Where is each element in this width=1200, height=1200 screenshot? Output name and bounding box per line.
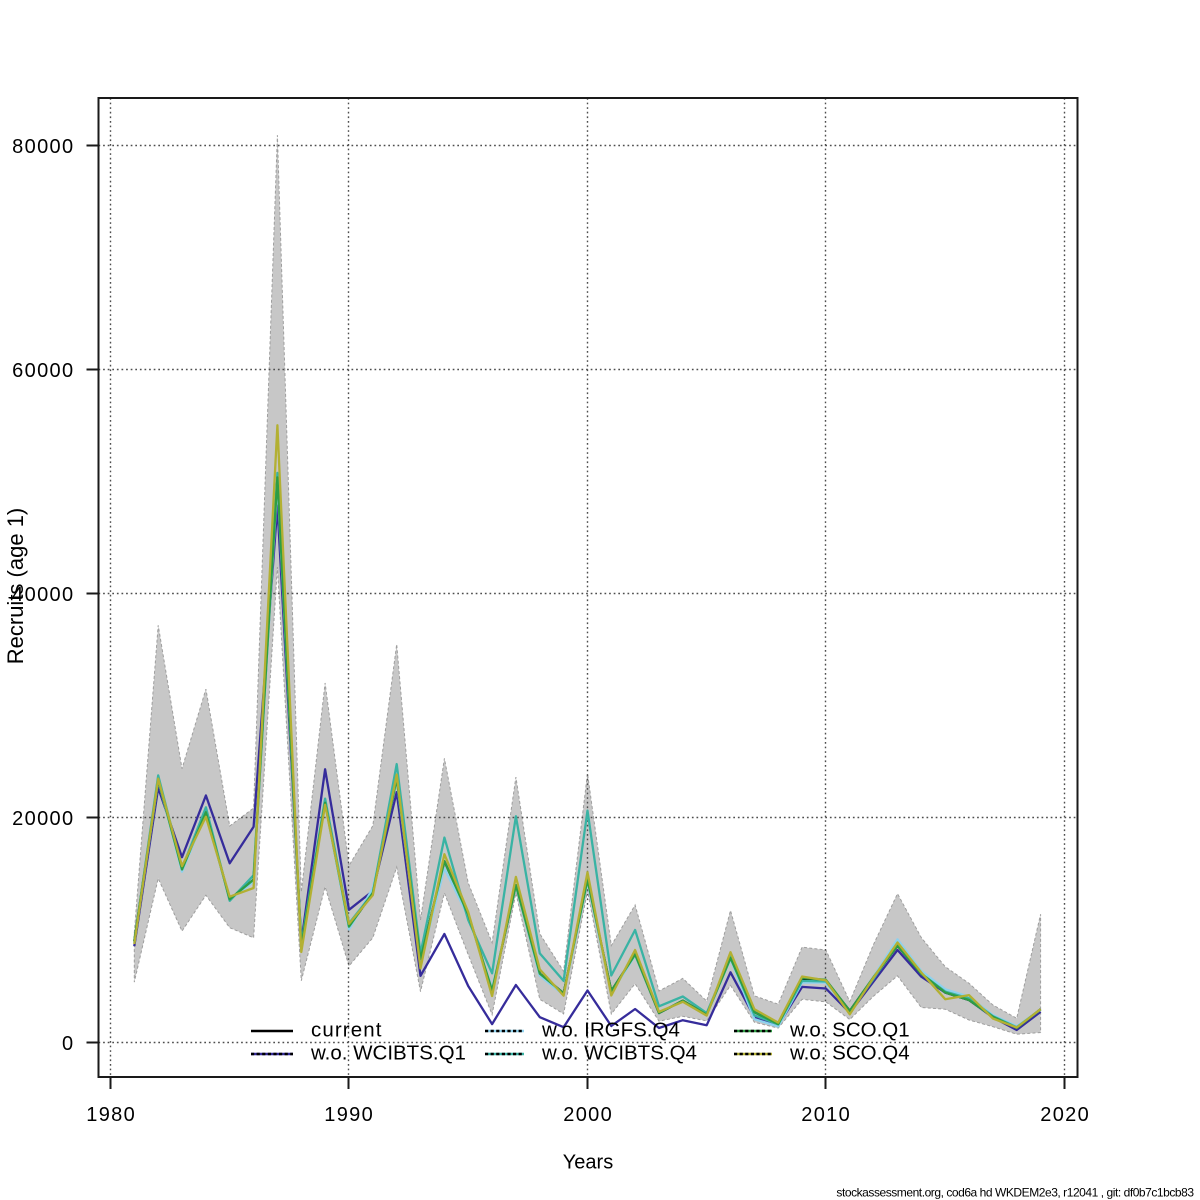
svg-text:1990: 1990: [324, 1104, 374, 1126]
svg-text:current: current: [311, 1018, 383, 1041]
svg-text:w.o. SCO.Q1: w.o. SCO.Q1: [789, 1018, 910, 1041]
svg-text:Recruits (age 1): Recruits (age 1): [3, 508, 28, 665]
svg-text:w.o. WCIBTS.Q1: w.o. WCIBTS.Q1: [310, 1042, 466, 1065]
svg-text:40000: 40000: [12, 584, 74, 606]
svg-text:stockassessment.org, cod6a hd: stockassessment.org, cod6a hd WKDEM2e3, …: [836, 1185, 1194, 1199]
svg-text:20000: 20000: [12, 808, 74, 830]
svg-text:w.o. IRGFS.Q4: w.o. IRGFS.Q4: [541, 1018, 680, 1041]
svg-text:1980: 1980: [86, 1104, 136, 1126]
svg-text:Years: Years: [563, 1152, 613, 1174]
svg-text:2000: 2000: [563, 1104, 613, 1126]
svg-text:2010: 2010: [801, 1104, 851, 1126]
svg-text:60000: 60000: [12, 360, 74, 382]
svg-text:0: 0: [62, 1033, 74, 1055]
svg-text:w.o. SCO.Q4: w.o. SCO.Q4: [789, 1042, 910, 1065]
svg-text:w.o. WCIBTS.Q4: w.o. WCIBTS.Q4: [541, 1042, 697, 1065]
svg-text:2020: 2020: [1040, 1104, 1090, 1126]
svg-text:80000: 80000: [12, 136, 74, 158]
